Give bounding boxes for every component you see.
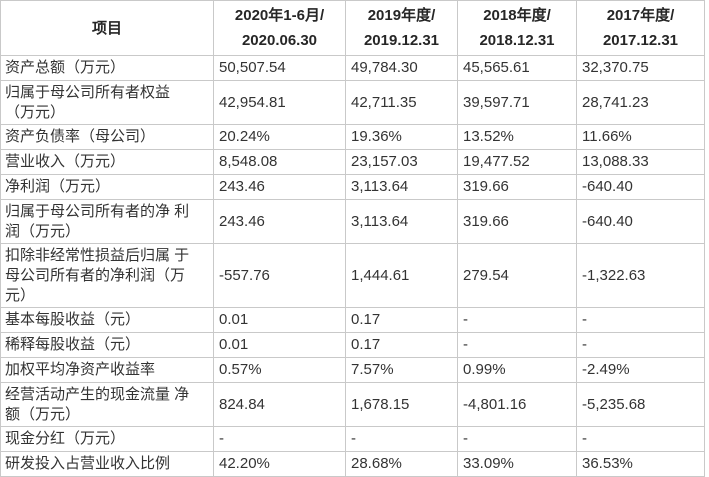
- value-cell: 39,597.71: [457, 80, 577, 125]
- value-cell: 319.66: [457, 174, 577, 200]
- value-cell: 36.53%: [576, 451, 705, 477]
- value-cell: 0.99%: [457, 357, 577, 383]
- row-label: 净利润（万元）: [0, 174, 214, 200]
- value-cell: -: [457, 426, 577, 452]
- table-header: 项目 2020年1-6月/ 2020.06.30 2019年度/ 2019.12…: [0, 0, 705, 56]
- header-period-2020h1: 2020年1-6月/ 2020.06.30: [213, 0, 346, 56]
- value-cell: 319.66: [457, 199, 577, 244]
- value-cell: -557.76: [213, 243, 346, 308]
- value-cell: -640.40: [576, 174, 705, 200]
- table-row-net-profit: 净利润（万元） 243.46 3,113.64 319.66 -640.40: [0, 174, 705, 200]
- value-cell: 23,157.03: [345, 149, 458, 175]
- row-label: 现金分红（万元）: [0, 426, 214, 452]
- value-cell: 1,678.15: [345, 382, 458, 427]
- row-label: 归属于母公司所有者的净 利 润（万元）: [0, 199, 214, 244]
- value-cell: -: [213, 426, 346, 452]
- value-cell: -: [576, 332, 705, 358]
- header-period-2017: 2017年度/ 2017.12.31: [576, 0, 705, 56]
- value-cell: 243.46: [213, 199, 346, 244]
- value-cell: 20.24%: [213, 124, 346, 150]
- header-period-2019: 2019年度/ 2019.12.31: [345, 0, 458, 56]
- value-cell: -: [457, 307, 577, 333]
- value-cell: -4,801.16: [457, 382, 577, 427]
- value-cell: 28,741.23: [576, 80, 705, 125]
- row-label: 营业收入（万元）: [0, 149, 214, 175]
- value-cell: 13.52%: [457, 124, 577, 150]
- value-cell: 824.84: [213, 382, 346, 427]
- value-cell: -5,235.68: [576, 382, 705, 427]
- value-cell: -640.40: [576, 199, 705, 244]
- table-row-operating-cash-flow: 经营活动产生的现金流量 净 额（万元） 824.84 1,678.15 -4,8…: [0, 382, 705, 427]
- value-cell: 19,477.52: [457, 149, 577, 175]
- value-cell: 1,444.61: [345, 243, 458, 308]
- value-cell: 33.09%: [457, 451, 577, 477]
- row-label: 扣除非经常性损益后归属 于 母公司所有者的净利润（万 元）: [0, 243, 214, 308]
- value-cell: 28.68%: [345, 451, 458, 477]
- row-label: 资产总额（万元）: [0, 55, 214, 81]
- row-label: 稀释每股收益（元）: [0, 332, 214, 358]
- value-cell: 3,113.64: [345, 174, 458, 200]
- value-cell: 42.20%: [213, 451, 346, 477]
- table-row-parent-net-profit: 归属于母公司所有者的净 利 润（万元） 243.46 3,113.64 319.…: [0, 199, 705, 244]
- value-cell: 49,784.30: [345, 55, 458, 81]
- table-row-debt-ratio: 资产负债率（母公司） 20.24% 19.36% 13.52% 11.66%: [0, 124, 705, 150]
- table-row-cash-dividend: 现金分红（万元） - - - -: [0, 426, 705, 452]
- table-row-total-assets: 资产总额（万元） 50,507.54 49,784.30 45,565.61 3…: [0, 55, 705, 81]
- value-cell: 7.57%: [345, 357, 458, 383]
- value-cell: 42,954.81: [213, 80, 346, 125]
- value-cell: 50,507.54: [213, 55, 346, 81]
- value-cell: -: [576, 307, 705, 333]
- value-cell: -: [345, 426, 458, 452]
- value-cell: 11.66%: [576, 124, 705, 150]
- value-cell: 3,113.64: [345, 199, 458, 244]
- value-cell: 243.46: [213, 174, 346, 200]
- table-row-diluted-eps: 稀释每股收益（元） 0.01 0.17 - -: [0, 332, 705, 358]
- value-cell: -: [457, 332, 577, 358]
- value-cell: 0.01: [213, 332, 346, 358]
- value-cell: -: [576, 426, 705, 452]
- value-cell: -2.49%: [576, 357, 705, 383]
- value-cell: 32,370.75: [576, 55, 705, 81]
- value-cell: 279.54: [457, 243, 577, 308]
- value-cell: 0.57%: [213, 357, 346, 383]
- table-body: 资产总额（万元） 50,507.54 49,784.30 45,565.61 3…: [0, 55, 705, 477]
- value-cell: 45,565.61: [457, 55, 577, 81]
- value-cell: 13,088.33: [576, 149, 705, 175]
- row-label: 加权平均净资产收益率: [0, 357, 214, 383]
- table-row-rd-to-revenue-ratio: 研发投入占营业收入比例 42.20% 28.68% 33.09% 36.53%: [0, 451, 705, 477]
- table-row-weighted-roe: 加权平均净资产收益率 0.57% 7.57% 0.99% -2.49%: [0, 357, 705, 383]
- value-cell: 0.17: [345, 307, 458, 333]
- header-period-2018: 2018年度/ 2018.12.31: [457, 0, 577, 56]
- table-row-basic-eps: 基本每股收益（元） 0.01 0.17 - -: [0, 307, 705, 333]
- row-label: 资产负债率（母公司）: [0, 124, 214, 150]
- row-label: 经营活动产生的现金流量 净 额（万元）: [0, 382, 214, 427]
- table-row-net-profit-excl-nonrecurring: 扣除非经常性损益后归属 于 母公司所有者的净利润（万 元） -557.76 1,…: [0, 243, 705, 308]
- row-label: 归属于母公司所有者权益 （万元）: [0, 80, 214, 125]
- row-label: 研发投入占营业收入比例: [0, 451, 214, 477]
- value-cell: 8,548.08: [213, 149, 346, 175]
- header-item: 项目: [0, 0, 214, 56]
- table-row-parent-equity: 归属于母公司所有者权益 （万元） 42,954.81 42,711.35 39,…: [0, 80, 705, 125]
- row-label: 基本每股收益（元）: [0, 307, 214, 333]
- table-row-revenue: 营业收入（万元） 8,548.08 23,157.03 19,477.52 13…: [0, 149, 705, 175]
- value-cell: 0.01: [213, 307, 346, 333]
- value-cell: 19.36%: [345, 124, 458, 150]
- value-cell: 42,711.35: [345, 80, 458, 125]
- value-cell: -1,322.63: [576, 243, 705, 308]
- value-cell: 0.17: [345, 332, 458, 358]
- header-row: 项目 2020年1-6月/ 2020.06.30 2019年度/ 2019.12…: [0, 0, 705, 56]
